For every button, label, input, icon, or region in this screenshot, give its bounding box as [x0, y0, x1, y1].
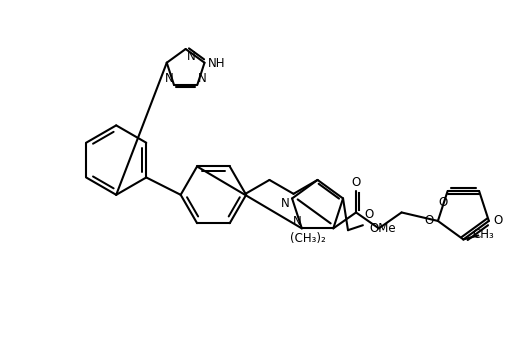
- Text: O: O: [493, 214, 503, 227]
- Text: O: O: [438, 196, 447, 209]
- Text: CH₃: CH₃: [473, 228, 494, 241]
- Text: N: N: [281, 197, 289, 210]
- Text: N: N: [198, 73, 206, 85]
- Text: OMe: OMe: [370, 222, 397, 235]
- Text: N: N: [293, 215, 301, 228]
- Text: (CH₃)₂: (CH₃)₂: [290, 232, 326, 245]
- Text: O: O: [425, 214, 433, 227]
- Text: N: N: [165, 73, 173, 85]
- Text: NH: NH: [208, 57, 225, 70]
- Text: N: N: [187, 51, 196, 63]
- Text: O: O: [352, 176, 361, 189]
- Text: O: O: [365, 208, 374, 221]
